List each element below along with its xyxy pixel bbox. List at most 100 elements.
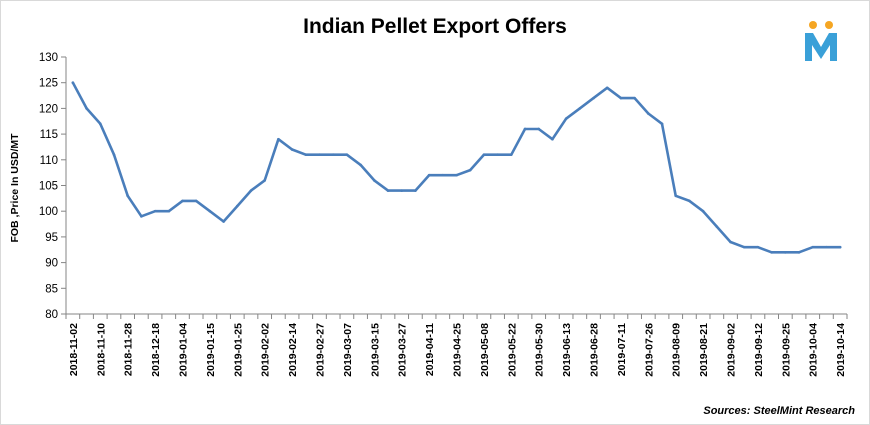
x-tick-label: 2019-06-28 [589,323,601,377]
y-tick-label: 90 [45,258,58,270]
y-tick-label: 100 [39,206,58,218]
data-point [770,251,773,254]
x-tick-label: 2019-09-12 [753,323,765,377]
data-point [688,199,691,203]
data-point [372,179,376,182]
data-point [85,107,88,110]
data-point [523,127,527,131]
y-tick-label: 95 [45,232,58,244]
data-point [345,153,349,156]
x-tick-label: 2019-01-04 [177,323,189,377]
data-point [441,173,445,177]
source-note: Sources: SteelMint Research [703,405,855,417]
y-tick-label: 105 [39,181,58,193]
data-point [510,153,513,156]
data-point [784,251,787,254]
y-tick-label: 80 [45,309,58,321]
data-point [290,148,294,151]
data-point [386,189,390,192]
y-tick-label: 130 [39,52,58,64]
data-point [400,189,403,192]
data-point [578,107,582,110]
x-tick-label: 2019-01-15 [205,323,217,377]
x-tick-label: 2019-02-02 [260,323,272,377]
x-tick-label: 2019-09-25 [780,323,792,377]
data-point [633,96,636,100]
x-tick-label: 2019-10-14 [835,323,847,377]
data-point [729,240,732,244]
data-point [742,245,746,249]
data-point [756,245,760,249]
data-point [455,173,458,177]
price-series [71,81,842,254]
data-point [482,153,486,156]
x-tick-label: 2019-05-30 [534,323,546,377]
data-point [715,225,719,228]
data-point [660,122,664,126]
data-point [140,215,143,218]
chart-title: Indian Pellet Export Offers [303,15,567,38]
x-tick-label: 2019-03-27 [397,323,409,377]
x-tick-label: 2019-08-09 [671,323,683,377]
series-line [71,81,842,254]
x-tick-label: 2019-05-22 [506,323,518,377]
y-tick-label: 115 [40,129,58,141]
x-tick-label: 2019-10-04 [808,323,820,377]
y-tick-label: 85 [45,283,58,295]
x-tick-label: 2018-11-28 [123,323,135,376]
data-point [126,194,129,198]
data-point [208,209,212,213]
data-point [797,251,801,254]
x-tick-label: 2019-08-21 [698,323,710,377]
data-point [98,122,102,126]
data-point [427,173,431,177]
x-tick-label: 2018-12-18 [150,323,162,377]
x-tick-label: 2019-05-08 [479,323,491,377]
x-tick-label: 2019-03-07 [342,323,354,377]
x-tick-label: 2019-02-27 [314,323,326,377]
data-point [496,153,499,156]
data-point [249,189,253,192]
x-tick-label: 2019-04-11 [424,323,436,376]
data-point [304,153,308,156]
steelmint-logo-icon [805,21,837,61]
data-point [235,204,239,208]
y-tick-label: 125 [39,78,58,90]
data-point [167,209,171,213]
data-point [564,117,568,120]
data-point [414,189,417,192]
y-axis: 80 85 90 95 100 105 110 115 120 125 130 [39,52,67,321]
data-point [318,153,321,156]
data-point [359,163,362,167]
x-tick-label: 2018-11-02 [68,323,80,376]
data-point [674,194,678,198]
x-tick-label: 2018-11-10 [95,323,107,376]
data-point [592,96,595,100]
y-axis-title: FOB ,Price In USD/MT [9,133,21,243]
data-point [181,199,184,203]
x-tick-label: 2019-06-13 [561,323,573,377]
data-point [701,209,705,213]
x-tick-label: 2019-07-26 [643,323,655,377]
data-point [811,245,815,249]
data-point [468,168,472,172]
data-point [263,179,266,182]
data-point [222,220,225,223]
x-tick-label: 2019-04-25 [452,323,464,377]
data-point [551,137,554,141]
data-point [112,153,116,156]
x-tick-label: 2019-07-11 [616,323,628,376]
data-point [153,209,157,213]
data-point [537,127,541,131]
x-tick-label: 2019-03-15 [369,323,381,377]
data-point [838,245,842,249]
data-point [194,199,198,203]
x-tick-label: 2019-01-25 [232,323,244,377]
data-point [71,81,75,84]
data-point [277,137,280,141]
data-point [619,96,623,100]
y-tick-label: 110 [40,155,58,167]
data-point [605,86,609,90]
